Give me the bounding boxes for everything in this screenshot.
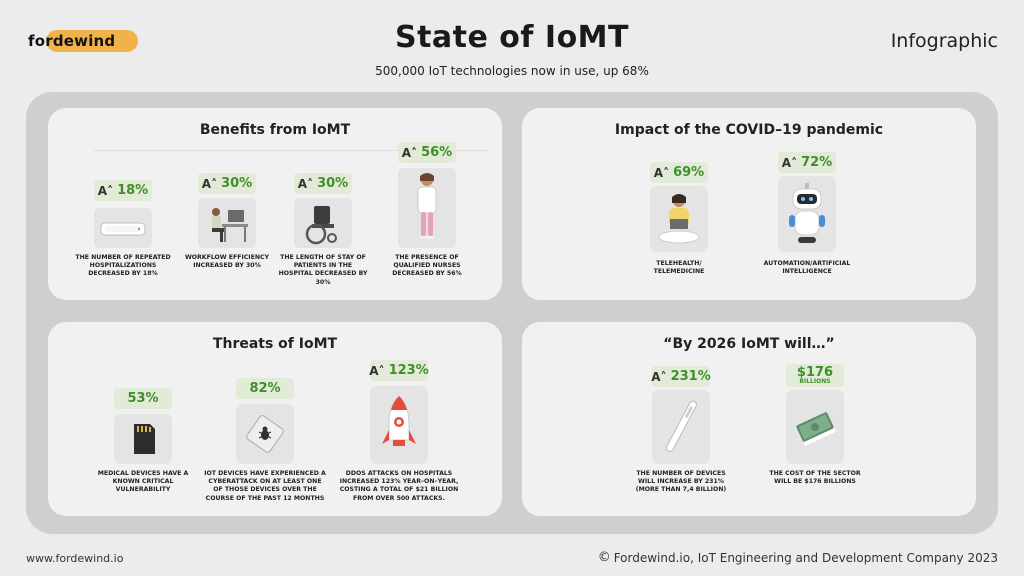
thermometer-icon xyxy=(665,400,697,452)
telehealth-person-laptop-icon xyxy=(658,194,700,244)
future-tile-1 xyxy=(652,390,710,464)
increase-arrow-icon: A˄ xyxy=(651,369,667,384)
wheelchair-icon xyxy=(305,206,337,245)
benefit-value: 30% xyxy=(317,176,349,191)
robot-icon xyxy=(789,183,825,243)
benefits-divider xyxy=(94,150,488,151)
benefit-tile-4 xyxy=(398,168,456,248)
future-tile-2 xyxy=(786,390,844,464)
page-subtitle: 500,000 IoT technologies now in use, up … xyxy=(375,64,649,78)
main-frame: Benefits from IoMT A˄ 18% THE NUMBER OF … xyxy=(26,92,998,534)
benefit-tile-1 xyxy=(94,208,152,248)
threat-value: 123% xyxy=(388,363,429,378)
increase-arrow-icon: A˄ xyxy=(369,363,385,378)
future-value-unit: BILLIONS xyxy=(799,377,831,385)
covid-badge-2: A˄ 72% xyxy=(778,152,836,173)
nurse-icon xyxy=(417,173,437,239)
benefit-value: 56% xyxy=(421,145,453,160)
footer-website[interactable]: www.fordewind.io xyxy=(26,552,124,565)
threat-tile-1 xyxy=(114,414,172,464)
covid-desc-2: AUTOMATION/ARTIFICIAL INTELLIGENCE xyxy=(763,260,851,276)
increase-arrow-icon: A˄ xyxy=(297,176,314,191)
future-desc-2: THE COST OF THE SECTOR WILL BE $176 BILL… xyxy=(769,470,861,486)
threat-desc-2: IOT DEVICES HAVE EXPERIENCED A CYBERATTA… xyxy=(204,470,326,502)
benefit-desc-1: THE NUMBER OF REPEATED HOSPITALIZATIONS … xyxy=(75,254,171,278)
covid-badge-1: A˄ 69% xyxy=(650,162,708,183)
covid-panel: Impact of the COVID–19 pandemic A˄ 69% T… xyxy=(522,108,976,300)
benefit-desc-2: WORKFLOW EFFICIENCY INCREASED BY 30% xyxy=(184,254,270,270)
threat-desc-3: DDOS ATTACKS ON HOSPITALS INCREASED 123%… xyxy=(339,470,459,502)
logo-pill-shape xyxy=(46,30,138,52)
bug-chip-icon xyxy=(246,415,284,453)
threats-panel: Threats of IoMT 53% MEDICAL DEVICES HAVE… xyxy=(48,322,502,516)
future-desc-1: THE NUMBER OF DEVICES WILL INCREASE BY 2… xyxy=(635,470,727,494)
covid-title: Impact of the COVID–19 pandemic xyxy=(614,122,884,138)
threats-title: Threats of IoMT xyxy=(212,336,338,352)
footer-copyright: © Fordewind.io, IoT Engineering and Deve… xyxy=(598,550,998,565)
benefit-badge-1: A˄ 18% xyxy=(94,180,152,201)
benefit-value: 30% xyxy=(221,176,253,191)
increase-arrow-icon: A˄ xyxy=(401,145,418,160)
future-title: “By 2026 IoMT will…” xyxy=(663,336,835,352)
benefit-tile-2 xyxy=(198,198,256,248)
header: fordewind State of IoMT 500,000 IoT tech… xyxy=(0,0,1024,92)
logo-text: fordewind xyxy=(28,32,116,50)
sd-card-icon xyxy=(134,424,155,454)
threat-tile-3 xyxy=(370,386,428,464)
future-badge-2: $176 BILLIONS xyxy=(786,364,844,387)
benefits-panel: Benefits from IoMT A˄ 18% THE NUMBER OF … xyxy=(48,108,502,300)
logo[interactable]: fordewind xyxy=(26,30,138,52)
increase-arrow-icon: A˄ xyxy=(653,165,670,180)
covid-value: 72% xyxy=(801,155,833,170)
benefits-title: Benefits from IoMT xyxy=(199,122,351,138)
money-stack-icon xyxy=(796,412,836,446)
threat-value: 82% xyxy=(249,381,281,396)
covid-tile-2 xyxy=(778,176,836,252)
increase-arrow-icon: A˄ xyxy=(201,176,218,191)
infographic-tag: Infographic xyxy=(890,30,998,52)
benefit-badge-4: A˄ 56% xyxy=(398,142,456,163)
benefit-badge-2: A˄ 30% xyxy=(198,173,256,194)
person-at-desk-icon xyxy=(212,208,248,242)
threat-desc-1: MEDICAL DEVICES HAVE A KNOWN CRITICAL VU… xyxy=(97,470,189,494)
benefit-desc-3: THE LENGTH OF STAY OF PATIENTS IN THE HO… xyxy=(278,254,368,286)
threat-badge-2: 82% xyxy=(236,378,294,399)
threat-badge-1: 53% xyxy=(114,388,172,409)
benefit-value: 18% xyxy=(117,183,149,198)
page-title: State of IoMT xyxy=(394,20,630,55)
future-value: 231% xyxy=(670,369,711,384)
threat-tile-2 xyxy=(236,404,294,464)
future-badge-1: A˄ 231% xyxy=(651,366,711,387)
covid-tile-1 xyxy=(650,186,708,252)
benefit-desc-4: THE PRESENCE OF QUALIFIED NURSES DECREAS… xyxy=(392,254,462,278)
increase-arrow-icon: A˄ xyxy=(781,155,798,170)
footer-copyright-text: Fordewind.io, IoT Engineering and Develo… xyxy=(613,550,998,565)
future-value: $176 xyxy=(796,364,834,380)
future-panel: “By 2026 IoMT will…” A˄ 231% THE NUMBER … xyxy=(522,322,976,516)
benefit-badge-3: A˄ 30% xyxy=(294,173,352,194)
covid-desc-1: TELEHEALTH/ TELEMEDICINE xyxy=(653,260,705,276)
copyright-icon: © xyxy=(597,550,611,565)
benefit-tile-3 xyxy=(294,198,352,248)
increase-arrow-icon: A˄ xyxy=(97,183,114,198)
battery-pack-icon xyxy=(100,222,146,236)
covid-value: 69% xyxy=(673,165,705,180)
threat-value: 53% xyxy=(127,391,159,406)
rocket-icon xyxy=(382,395,416,446)
threat-badge-3: A˄ 123% xyxy=(369,360,429,381)
